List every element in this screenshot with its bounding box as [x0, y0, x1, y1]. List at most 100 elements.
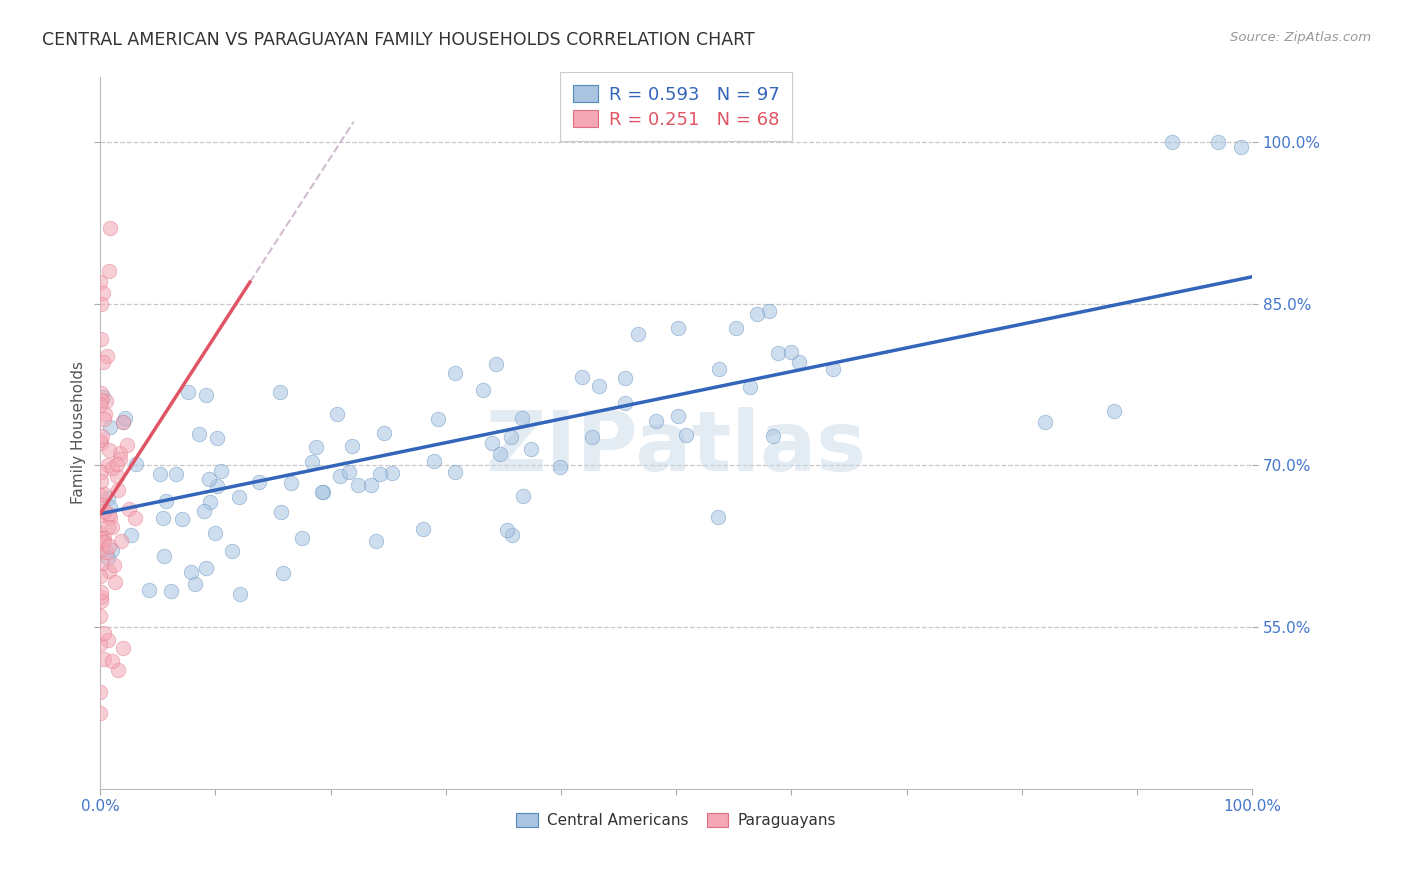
Point: [488, 447, 510, 461]
Point: [138, 582, 160, 597]
Point: [105, 468, 128, 483]
Point: [188, 426, 211, 441]
Point: [94, 545, 117, 559]
Point: [90, 541, 112, 555]
Point: [112, 415, 135, 429]
Point: [118, 502, 141, 516]
Point: [153, 549, 176, 564]
Point: [172, 512, 194, 526]
Point: [471, 383, 494, 397]
Point: [100, 654, 122, 668]
Point: [160, 584, 183, 599]
Point: [1206, 135, 1229, 149]
Point: [510, 410, 533, 425]
Point: [180, 565, 202, 579]
Text: ZIPatlas: ZIPatlas: [485, 407, 866, 488]
Point: [93, 625, 115, 640]
Point: [496, 523, 519, 537]
Point: [666, 321, 689, 335]
Point: [90, 556, 112, 570]
Point: [193, 504, 215, 518]
Point: [571, 370, 593, 384]
Point: [107, 483, 129, 497]
Point: [270, 505, 292, 519]
Point: [98, 564, 121, 578]
Point: [329, 468, 352, 483]
Point: [89, 568, 111, 582]
Point: [221, 544, 243, 558]
Point: [614, 395, 637, 409]
Point: [444, 366, 467, 380]
Point: [93, 531, 115, 545]
Point: [548, 459, 571, 474]
Point: [101, 520, 124, 534]
Point: [90, 594, 112, 608]
Point: [823, 361, 845, 376]
Point: [91, 390, 114, 404]
Point: [98, 419, 121, 434]
Point: [205, 478, 228, 492]
Point: [707, 509, 730, 524]
Point: [114, 410, 136, 425]
Point: [364, 534, 387, 549]
Point: [247, 475, 270, 490]
Point: [90, 465, 112, 479]
Point: [120, 528, 142, 542]
Point: [373, 425, 395, 440]
Point: [90, 428, 112, 442]
Point: [89, 275, 111, 289]
Text: CENTRAL AMERICAN VS PARAGUAYAN FAMILY HOUSEHOLDS CORRELATION CHART: CENTRAL AMERICAN VS PARAGUAYAN FAMILY HO…: [42, 31, 755, 49]
Point: [301, 455, 323, 469]
Point: [789, 354, 811, 368]
Point: [745, 308, 768, 322]
Point: [97, 458, 120, 472]
Point: [104, 575, 127, 590]
Point: [644, 414, 666, 428]
Point: [195, 388, 218, 402]
Point: [89, 608, 111, 623]
Point: [613, 370, 636, 384]
Point: [98, 539, 121, 553]
Point: [1033, 415, 1056, 429]
Y-axis label: Family Households: Family Households: [72, 361, 86, 505]
Point: [209, 464, 232, 478]
Point: [90, 585, 112, 599]
Point: [97, 507, 120, 521]
Point: [326, 407, 349, 421]
Point: [94, 393, 117, 408]
Point: [107, 457, 129, 471]
Point: [581, 430, 603, 444]
Point: [709, 361, 731, 376]
Point: [111, 641, 134, 656]
Point: [93, 486, 115, 500]
Point: [152, 511, 174, 525]
Point: [311, 485, 333, 500]
Point: [89, 706, 111, 720]
Point: [89, 433, 111, 447]
Point: [97, 519, 120, 533]
Point: [177, 385, 200, 400]
Point: [1229, 140, 1251, 154]
Point: [97, 551, 120, 566]
Point: [305, 440, 328, 454]
Point: [512, 489, 534, 503]
Point: [200, 495, 222, 509]
Point: [101, 543, 124, 558]
Point: [110, 534, 132, 549]
Point: [90, 436, 112, 450]
Text: Source: ZipAtlas.com: Source: ZipAtlas.com: [1230, 31, 1371, 45]
Point: [184, 577, 207, 591]
Point: [291, 531, 314, 545]
Point: [98, 442, 121, 457]
Point: [273, 566, 295, 580]
Point: [204, 526, 226, 541]
Point: [93, 412, 115, 426]
Point: [194, 561, 217, 575]
Point: [89, 487, 111, 501]
Point: [91, 355, 114, 369]
Point: [229, 587, 252, 601]
Point: [381, 466, 404, 480]
Point: [90, 332, 112, 346]
Point: [90, 532, 112, 546]
Point: [90, 591, 112, 605]
